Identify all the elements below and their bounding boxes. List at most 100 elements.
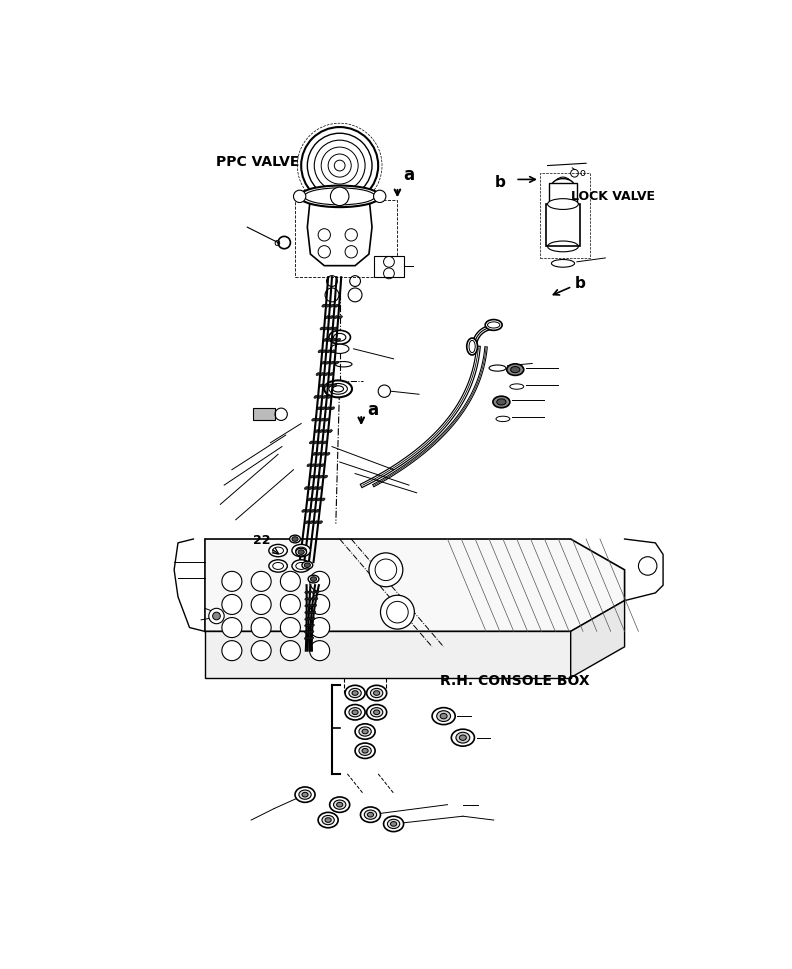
Ellipse shape bbox=[387, 820, 400, 828]
Ellipse shape bbox=[314, 395, 318, 398]
Ellipse shape bbox=[305, 591, 309, 593]
Ellipse shape bbox=[322, 407, 326, 410]
Ellipse shape bbox=[456, 733, 470, 743]
Polygon shape bbox=[571, 601, 625, 677]
Text: PPC VALVE: PPC VALVE bbox=[216, 155, 300, 169]
Circle shape bbox=[251, 572, 271, 591]
Circle shape bbox=[345, 229, 357, 241]
Ellipse shape bbox=[315, 510, 319, 513]
Ellipse shape bbox=[330, 361, 334, 364]
Ellipse shape bbox=[310, 611, 314, 613]
Ellipse shape bbox=[325, 818, 331, 823]
Ellipse shape bbox=[307, 464, 310, 467]
Ellipse shape bbox=[295, 547, 307, 554]
Circle shape bbox=[330, 187, 349, 205]
Ellipse shape bbox=[310, 475, 314, 478]
Ellipse shape bbox=[292, 560, 310, 572]
Circle shape bbox=[251, 594, 271, 614]
Ellipse shape bbox=[308, 637, 312, 640]
Ellipse shape bbox=[335, 304, 339, 307]
Ellipse shape bbox=[320, 373, 324, 375]
Circle shape bbox=[209, 609, 224, 624]
Circle shape bbox=[222, 594, 242, 614]
Ellipse shape bbox=[305, 624, 308, 627]
Circle shape bbox=[318, 229, 330, 241]
Ellipse shape bbox=[321, 419, 324, 422]
Circle shape bbox=[638, 557, 657, 576]
Ellipse shape bbox=[314, 475, 318, 478]
Ellipse shape bbox=[333, 800, 346, 809]
Circle shape bbox=[280, 641, 300, 661]
Ellipse shape bbox=[364, 810, 377, 820]
Ellipse shape bbox=[325, 373, 329, 375]
Ellipse shape bbox=[314, 520, 318, 523]
Ellipse shape bbox=[440, 713, 447, 719]
Ellipse shape bbox=[330, 344, 349, 354]
Ellipse shape bbox=[313, 453, 316, 455]
Ellipse shape bbox=[316, 464, 319, 467]
Ellipse shape bbox=[485, 320, 502, 330]
Ellipse shape bbox=[362, 748, 368, 753]
Circle shape bbox=[251, 641, 271, 661]
Ellipse shape bbox=[349, 688, 361, 698]
Ellipse shape bbox=[311, 617, 315, 620]
Text: a: a bbox=[367, 400, 379, 419]
Ellipse shape bbox=[355, 743, 375, 759]
Ellipse shape bbox=[311, 464, 315, 467]
Circle shape bbox=[386, 602, 408, 623]
Ellipse shape bbox=[312, 611, 316, 613]
Ellipse shape bbox=[511, 366, 520, 373]
Ellipse shape bbox=[308, 498, 311, 501]
Ellipse shape bbox=[315, 591, 319, 593]
Ellipse shape bbox=[322, 361, 326, 364]
Text: 22: 22 bbox=[253, 534, 271, 547]
Ellipse shape bbox=[326, 316, 329, 319]
Circle shape bbox=[310, 594, 329, 614]
Ellipse shape bbox=[302, 561, 313, 569]
Ellipse shape bbox=[323, 441, 326, 444]
Ellipse shape bbox=[451, 730, 474, 746]
Circle shape bbox=[280, 617, 300, 638]
Ellipse shape bbox=[299, 186, 380, 207]
Ellipse shape bbox=[362, 730, 368, 734]
Ellipse shape bbox=[310, 520, 313, 523]
Ellipse shape bbox=[305, 631, 308, 633]
Ellipse shape bbox=[305, 617, 308, 620]
Circle shape bbox=[314, 141, 365, 191]
Ellipse shape bbox=[328, 338, 331, 341]
Ellipse shape bbox=[335, 361, 339, 364]
Ellipse shape bbox=[315, 429, 318, 432]
Circle shape bbox=[310, 641, 329, 661]
Polygon shape bbox=[307, 197, 372, 266]
Ellipse shape bbox=[268, 545, 287, 557]
Ellipse shape bbox=[326, 419, 329, 422]
Ellipse shape bbox=[318, 350, 322, 353]
Ellipse shape bbox=[360, 807, 380, 823]
Ellipse shape bbox=[309, 617, 313, 620]
Ellipse shape bbox=[329, 373, 333, 375]
Ellipse shape bbox=[319, 520, 322, 523]
Ellipse shape bbox=[307, 624, 310, 627]
Ellipse shape bbox=[319, 429, 323, 432]
Ellipse shape bbox=[302, 510, 306, 513]
Ellipse shape bbox=[352, 691, 358, 696]
Ellipse shape bbox=[308, 591, 312, 593]
Bar bbox=[549, 182, 577, 204]
Text: b: b bbox=[495, 175, 506, 190]
Ellipse shape bbox=[311, 598, 315, 600]
Ellipse shape bbox=[330, 304, 334, 307]
Bar bbox=[546, 204, 580, 246]
Ellipse shape bbox=[298, 549, 304, 554]
Ellipse shape bbox=[374, 691, 379, 696]
Ellipse shape bbox=[326, 407, 329, 410]
Circle shape bbox=[374, 190, 386, 203]
Ellipse shape bbox=[310, 577, 317, 581]
Ellipse shape bbox=[507, 363, 524, 375]
Ellipse shape bbox=[327, 350, 330, 353]
Text: LOCK VALVE: LOCK VALVE bbox=[571, 190, 655, 203]
Ellipse shape bbox=[333, 384, 337, 387]
Ellipse shape bbox=[309, 624, 313, 627]
Circle shape bbox=[301, 127, 379, 204]
Circle shape bbox=[307, 133, 372, 198]
Ellipse shape bbox=[371, 707, 383, 717]
